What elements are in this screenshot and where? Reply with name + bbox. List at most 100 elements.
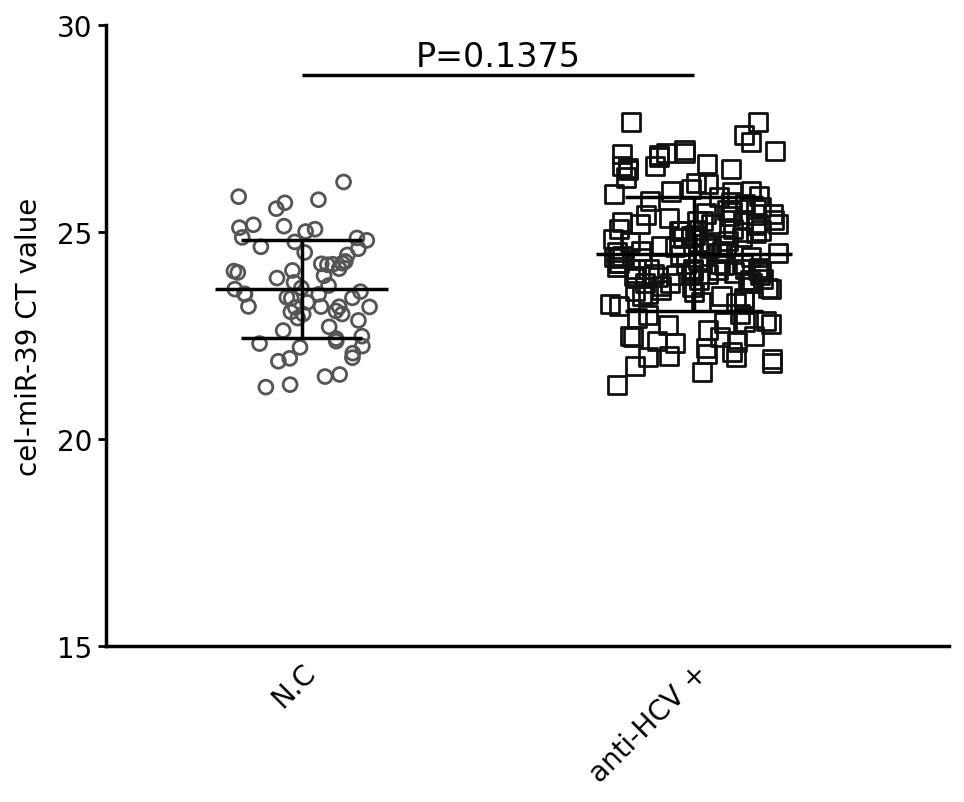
- Point: [602, 298, 618, 311]
- Point: [317, 371, 333, 383]
- Point: [609, 261, 625, 273]
- Point: [647, 268, 662, 281]
- Point: [625, 331, 640, 344]
- Point: [252, 338, 267, 350]
- Point: [654, 280, 669, 293]
- Point: [685, 264, 701, 277]
- Point: [699, 159, 714, 172]
- Point: [321, 321, 336, 334]
- Point: [609, 246, 625, 259]
- Point: [339, 249, 355, 262]
- Point: [269, 203, 284, 216]
- Point: [678, 148, 693, 160]
- Point: [766, 146, 782, 159]
- Point: [695, 215, 710, 228]
- Point: [359, 235, 374, 248]
- Point: [763, 283, 779, 296]
- Point: [683, 184, 698, 196]
- Point: [674, 225, 689, 238]
- Point: [726, 267, 741, 280]
- Point: [335, 257, 350, 270]
- Point: [718, 239, 734, 252]
- Point: [351, 314, 366, 327]
- Point: [320, 259, 335, 272]
- Point: [663, 186, 679, 199]
- Point: [736, 294, 752, 307]
- Point: [690, 254, 706, 267]
- Point: [283, 306, 299, 319]
- Point: [751, 190, 766, 203]
- Point: [313, 301, 329, 314]
- Point: [237, 289, 253, 302]
- Point: [621, 162, 636, 175]
- Point: [723, 210, 738, 223]
- Point: [744, 277, 760, 290]
- Point: [683, 230, 699, 243]
- Point: [730, 336, 745, 349]
- Point: [290, 312, 306, 325]
- Point: [691, 274, 707, 287]
- Text: P=0.1375: P=0.1375: [415, 41, 580, 74]
- Point: [354, 330, 369, 343]
- Point: [647, 160, 662, 173]
- Point: [651, 271, 666, 284]
- Point: [662, 277, 678, 290]
- Point: [743, 185, 759, 198]
- Point: [614, 250, 629, 263]
- Point: [283, 293, 299, 306]
- Point: [294, 282, 309, 295]
- Point: [710, 247, 726, 260]
- Point: [230, 267, 246, 280]
- Point: [753, 266, 768, 279]
- Point: [332, 369, 347, 382]
- Point: [700, 269, 715, 282]
- Point: [337, 256, 353, 269]
- Point: [282, 353, 298, 366]
- Point: [701, 242, 716, 255]
- Point: [763, 318, 779, 331]
- Point: [335, 308, 350, 321]
- Point: [287, 302, 303, 314]
- Point: [744, 251, 760, 264]
- Point: [713, 247, 729, 260]
- Point: [276, 325, 291, 338]
- Point: [234, 232, 250, 245]
- Point: [634, 290, 650, 303]
- Point: [733, 308, 748, 321]
- Point: [362, 301, 377, 314]
- Point: [685, 265, 701, 277]
- Point: [637, 277, 653, 290]
- Point: [254, 241, 269, 254]
- Point: [694, 367, 710, 379]
- Point: [277, 197, 292, 210]
- Point: [743, 136, 759, 149]
- Point: [700, 178, 715, 191]
- Point: [683, 231, 699, 244]
- Point: [736, 258, 751, 271]
- Point: [328, 305, 343, 318]
- Point: [714, 245, 730, 258]
- Point: [611, 253, 627, 265]
- Point: [716, 259, 732, 272]
- Point: [755, 273, 770, 286]
- Point: [606, 251, 622, 264]
- Point: [231, 222, 247, 235]
- Point: [765, 214, 781, 227]
- Point: [632, 219, 648, 232]
- Point: [684, 282, 700, 294]
- Point: [661, 350, 677, 363]
- Point: [654, 285, 669, 298]
- Point: [719, 205, 735, 217]
- Point: [736, 214, 751, 227]
- Point: [297, 247, 312, 260]
- Point: [660, 319, 676, 332]
- Point: [672, 249, 687, 262]
- Point: [683, 269, 699, 282]
- Point: [724, 186, 739, 199]
- Point: [329, 333, 344, 346]
- Point: [286, 277, 302, 290]
- Point: [753, 225, 768, 237]
- Point: [642, 195, 657, 208]
- Point: [698, 208, 713, 221]
- Point: [641, 263, 656, 276]
